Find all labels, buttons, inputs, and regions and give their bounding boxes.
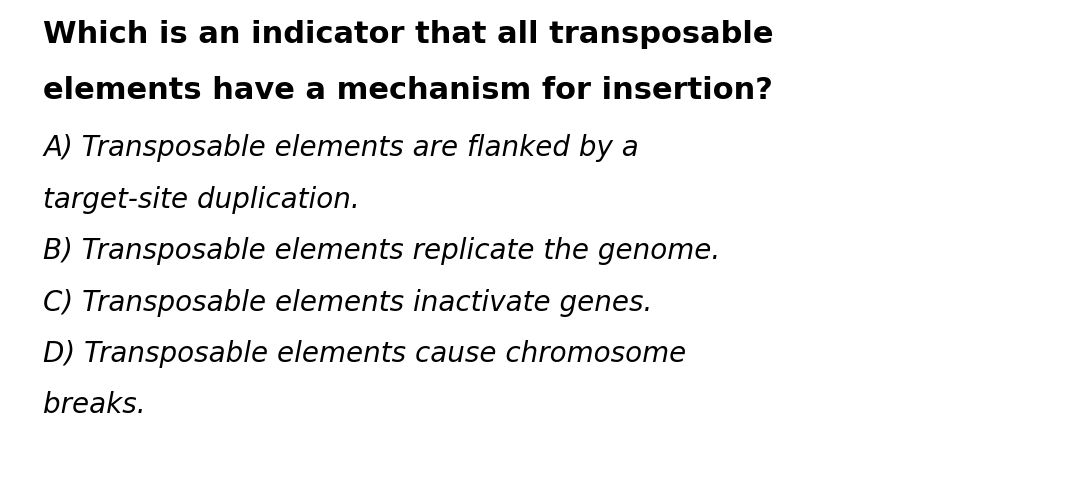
- Text: target-site duplication.: target-site duplication.: [43, 185, 360, 213]
- Text: breaks.: breaks.: [43, 390, 146, 418]
- Text: B) Transposable elements replicate the genome.: B) Transposable elements replicate the g…: [43, 237, 720, 264]
- Text: D) Transposable elements cause chromosome: D) Transposable elements cause chromosom…: [43, 339, 687, 367]
- Text: A) Transposable elements are flanked by a: A) Transposable elements are flanked by …: [43, 134, 639, 162]
- Text: C) Transposable elements inactivate genes.: C) Transposable elements inactivate gene…: [43, 288, 652, 316]
- Text: Which is an indicator that all transposable: Which is an indicator that all transposa…: [43, 20, 773, 48]
- Text: elements have a mechanism for insertion?: elements have a mechanism for insertion?: [43, 76, 773, 104]
